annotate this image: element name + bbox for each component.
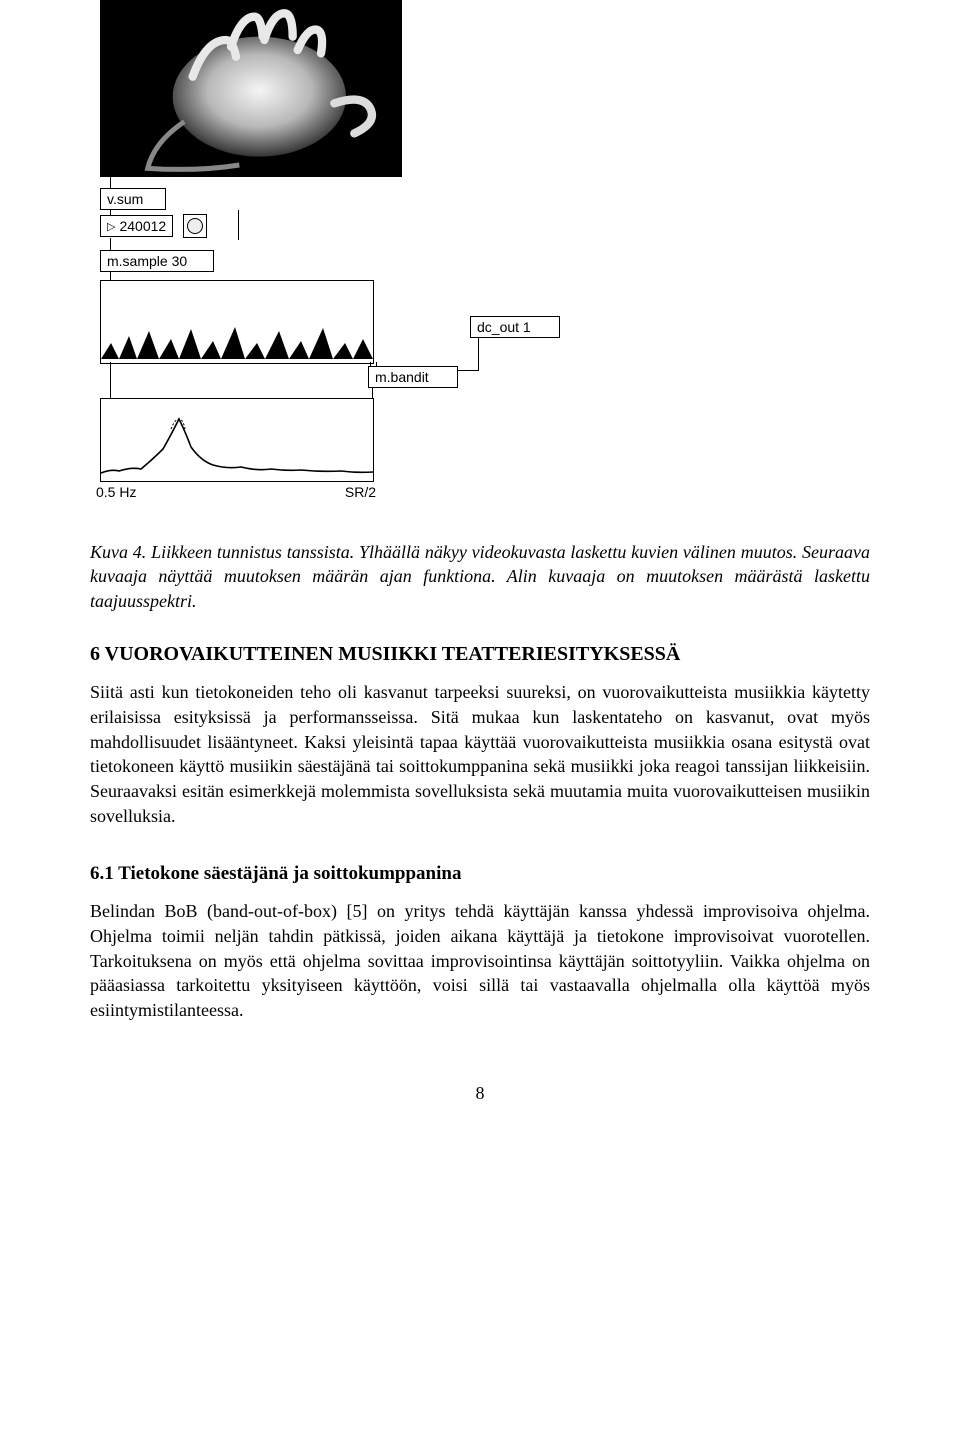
figure-4: v.sum ▷ 240012 m.sample 30 xyxy=(90,0,870,520)
number-value: 240012 xyxy=(119,218,166,234)
hand-icon xyxy=(101,0,401,197)
caption-label: Kuva 4. xyxy=(90,542,146,562)
toggle-box xyxy=(183,214,207,238)
waveform-spectrum-svg xyxy=(101,399,373,481)
section-6-1-para: Belindan BoB (band-out-of-box) [5] on yr… xyxy=(90,899,870,1023)
mbandit-box: m.bandit xyxy=(368,366,458,388)
axis-right: SR/2 xyxy=(345,484,376,500)
page-number: 8 xyxy=(90,1083,870,1104)
wire xyxy=(478,338,479,371)
patch-diagram: v.sum ▷ 240012 m.sample 30 xyxy=(90,0,570,520)
dcout-box: dc_out 1 xyxy=(470,316,560,338)
circle-icon xyxy=(187,218,203,234)
video-frame xyxy=(100,0,402,177)
wire xyxy=(110,362,111,400)
wire xyxy=(238,210,239,240)
axis-left: 0.5 Hz xyxy=(96,484,136,500)
triangle-icon: ▷ xyxy=(107,220,115,233)
caption-text: Liikkeen tunnistus tanssista. Ylhäällä n… xyxy=(90,542,870,611)
number-box: ▷ 240012 xyxy=(100,215,173,237)
section-6-para: Siitä asti kun tietokoneiden teho oli ka… xyxy=(90,680,870,829)
waveform-spectrum xyxy=(100,398,374,482)
msample-box: m.sample 30 xyxy=(100,250,214,272)
waveform-time xyxy=(100,280,374,364)
axis-labels: 0.5 Hz SR/2 xyxy=(96,484,376,500)
number-row: ▷ 240012 xyxy=(100,214,207,238)
figure-caption: Kuva 4. Liikkeen tunnistus tanssista. Yl… xyxy=(90,540,870,613)
section-6-1-heading: 6.1 Tietokone säestäjänä ja soittokumppa… xyxy=(90,863,870,885)
section-6-heading: 6 VUOROVAIKUTTEINEN MUSIIKKI TEATTERIESI… xyxy=(90,643,870,666)
waveform-time-svg xyxy=(101,281,373,363)
page: v.sum ▷ 240012 m.sample 30 xyxy=(0,0,960,1164)
vsum-box: v.sum xyxy=(100,188,166,210)
